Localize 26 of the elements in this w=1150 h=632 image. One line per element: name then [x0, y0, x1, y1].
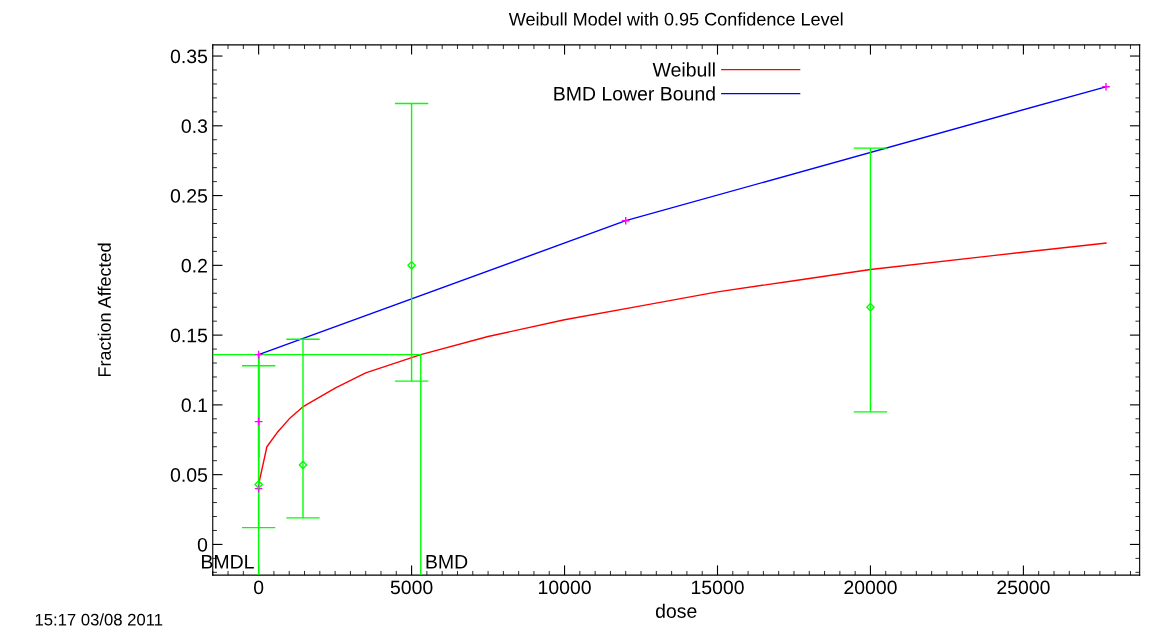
point: [866, 302, 875, 312]
point: [254, 480, 264, 489]
x-axis-title: dose: [655, 603, 697, 618]
y-tick-label: 0.3: [181, 119, 208, 134]
y-tick-label: 0.35: [170, 49, 208, 64]
x-tick-label: 15000: [691, 580, 744, 595]
x-tick-label: 20000: [844, 580, 897, 595]
x-tick-label: 10000: [538, 580, 591, 595]
y-tick-label: 0: [197, 537, 208, 552]
legend-label: Weibull: [652, 62, 715, 77]
legend-label: BMD Lower Bound: [554, 86, 715, 101]
point: [1101, 82, 1111, 92]
y-tick-label: 0.25: [170, 189, 208, 203]
point: [407, 260, 416, 270]
point: [298, 460, 308, 470]
x-tick-label: 0: [253, 580, 264, 595]
y-tick-label: 0.05: [170, 468, 208, 482]
chart-title: Weibull Model with 0.95 Confidence Level: [508, 12, 843, 26]
annotation: BMD: [426, 555, 468, 569]
x-tick-label: 5000: [390, 580, 433, 595]
y-tick-label: 0.2: [181, 258, 207, 273]
text: 15:17 03/08 2011: [35, 613, 163, 626]
y-tick-label: 0.15: [170, 328, 208, 343]
x-tick-label: 25000: [997, 580, 1050, 595]
y-tick-label: 0.1: [181, 398, 207, 413]
y-axis-title: Fraction Affected: [97, 243, 111, 377]
